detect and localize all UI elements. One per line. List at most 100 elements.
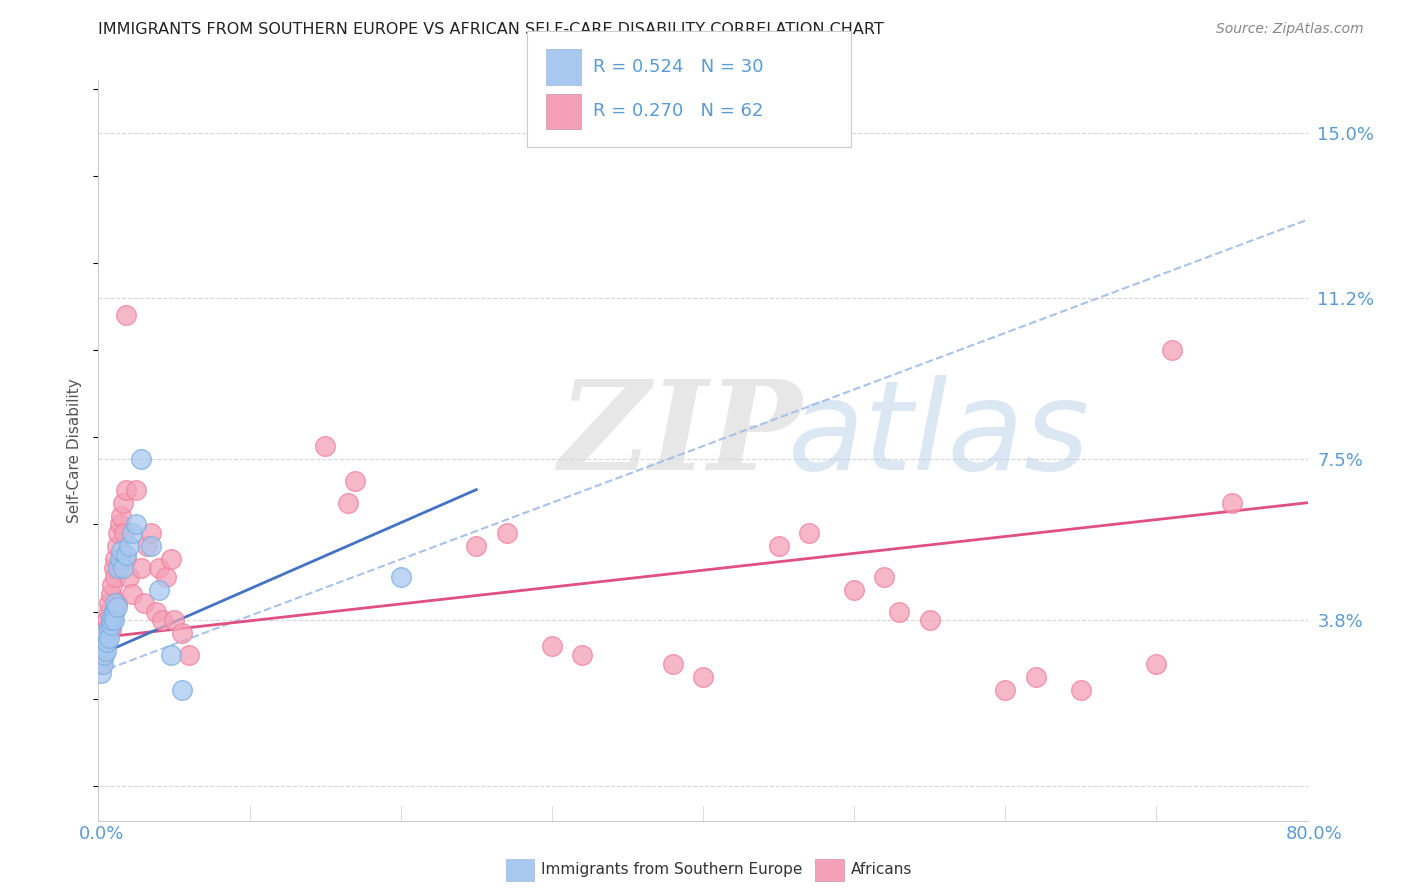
Point: [105, 539, 128, 553]
Point: [389, 570, 412, 584]
Text: R = 0.524   N = 30: R = 0.524 N = 30: [593, 58, 763, 76]
Point: [100, 587, 122, 601]
Text: atlas: atlas: [787, 376, 1090, 496]
Point: [104, 552, 127, 566]
Point: [125, 517, 148, 532]
Point: [1160, 343, 1182, 358]
Point: [90, 657, 112, 671]
Point: [873, 570, 896, 584]
Point: [105, 600, 128, 615]
Point: [148, 561, 170, 575]
Point: [98, 622, 121, 636]
Point: [121, 526, 143, 541]
Point: [93, 648, 115, 662]
Point: [107, 526, 129, 541]
Point: [160, 552, 183, 566]
Point: [129, 452, 152, 467]
Text: 0.0%: 0.0%: [79, 825, 124, 843]
Point: [93, 640, 115, 654]
Point: [994, 683, 1017, 698]
Point: [114, 309, 136, 323]
Point: [797, 526, 820, 541]
Point: [170, 683, 193, 698]
Point: [540, 640, 562, 654]
Point: [98, 596, 121, 610]
Point: [889, 605, 911, 619]
Point: [98, 631, 121, 645]
Text: IMMIGRANTS FROM SOUTHERN EUROPE VS AFRICAN SELF-CARE DISABILITY CORRELATION CHAR: IMMIGRANTS FROM SOUTHERN EUROPE VS AFRIC…: [98, 22, 884, 37]
Point: [104, 596, 127, 610]
Point: [94, 631, 117, 645]
Point: [125, 483, 148, 497]
Point: [101, 578, 124, 592]
Text: Africans: Africans: [851, 863, 912, 877]
Point: [96, 635, 118, 649]
Point: [118, 539, 141, 553]
Point: [114, 548, 136, 562]
Point: [1220, 496, 1243, 510]
Point: [1024, 670, 1046, 684]
Point: [918, 613, 941, 627]
Point: [114, 483, 136, 497]
Point: [103, 605, 125, 619]
Point: [94, 644, 117, 658]
Point: [105, 596, 128, 610]
Point: [1070, 683, 1092, 698]
Text: R = 0.270   N = 62: R = 0.270 N = 62: [593, 103, 763, 120]
Point: [150, 613, 173, 627]
Point: [103, 605, 125, 619]
Point: [844, 582, 866, 597]
Point: [93, 640, 115, 654]
Point: [314, 439, 336, 453]
Point: [101, 609, 124, 624]
Point: [103, 561, 125, 575]
Point: [94, 626, 117, 640]
Point: [101, 613, 124, 627]
Point: [179, 648, 201, 662]
Point: [90, 665, 112, 680]
Point: [148, 582, 170, 597]
Point: [336, 496, 359, 510]
Point: [121, 587, 143, 601]
Point: [160, 648, 183, 662]
Point: [571, 648, 593, 662]
Point: [110, 508, 132, 523]
Point: [465, 539, 488, 553]
Point: [107, 561, 129, 575]
Point: [91, 648, 114, 662]
Point: [111, 496, 134, 510]
Point: [98, 605, 121, 619]
Point: [110, 543, 132, 558]
Point: [495, 526, 517, 541]
Point: [163, 613, 186, 627]
Point: [91, 657, 114, 671]
Text: ZIP: ZIP: [558, 375, 801, 497]
Y-axis label: Self-Care Disability: Self-Care Disability: [67, 378, 83, 523]
Point: [100, 622, 122, 636]
Point: [155, 570, 177, 584]
Text: 80.0%: 80.0%: [1286, 825, 1343, 843]
Point: [145, 605, 167, 619]
Point: [100, 613, 122, 627]
Point: [104, 570, 127, 584]
Text: Source: ZipAtlas.com: Source: ZipAtlas.com: [1216, 22, 1364, 37]
Point: [103, 613, 125, 627]
Point: [114, 552, 136, 566]
Point: [112, 526, 135, 541]
Point: [1144, 657, 1167, 671]
Point: [768, 539, 790, 553]
Point: [108, 552, 131, 566]
Point: [132, 596, 155, 610]
Point: [129, 561, 152, 575]
Point: [118, 570, 141, 584]
Point: [100, 617, 122, 632]
Point: [96, 613, 118, 627]
Point: [108, 517, 131, 532]
Text: Immigrants from Southern Europe: Immigrants from Southern Europe: [541, 863, 803, 877]
Point: [170, 626, 193, 640]
Point: [141, 539, 163, 553]
Point: [692, 670, 714, 684]
Point: [111, 561, 134, 575]
Point: [344, 474, 367, 488]
Point: [662, 657, 685, 671]
